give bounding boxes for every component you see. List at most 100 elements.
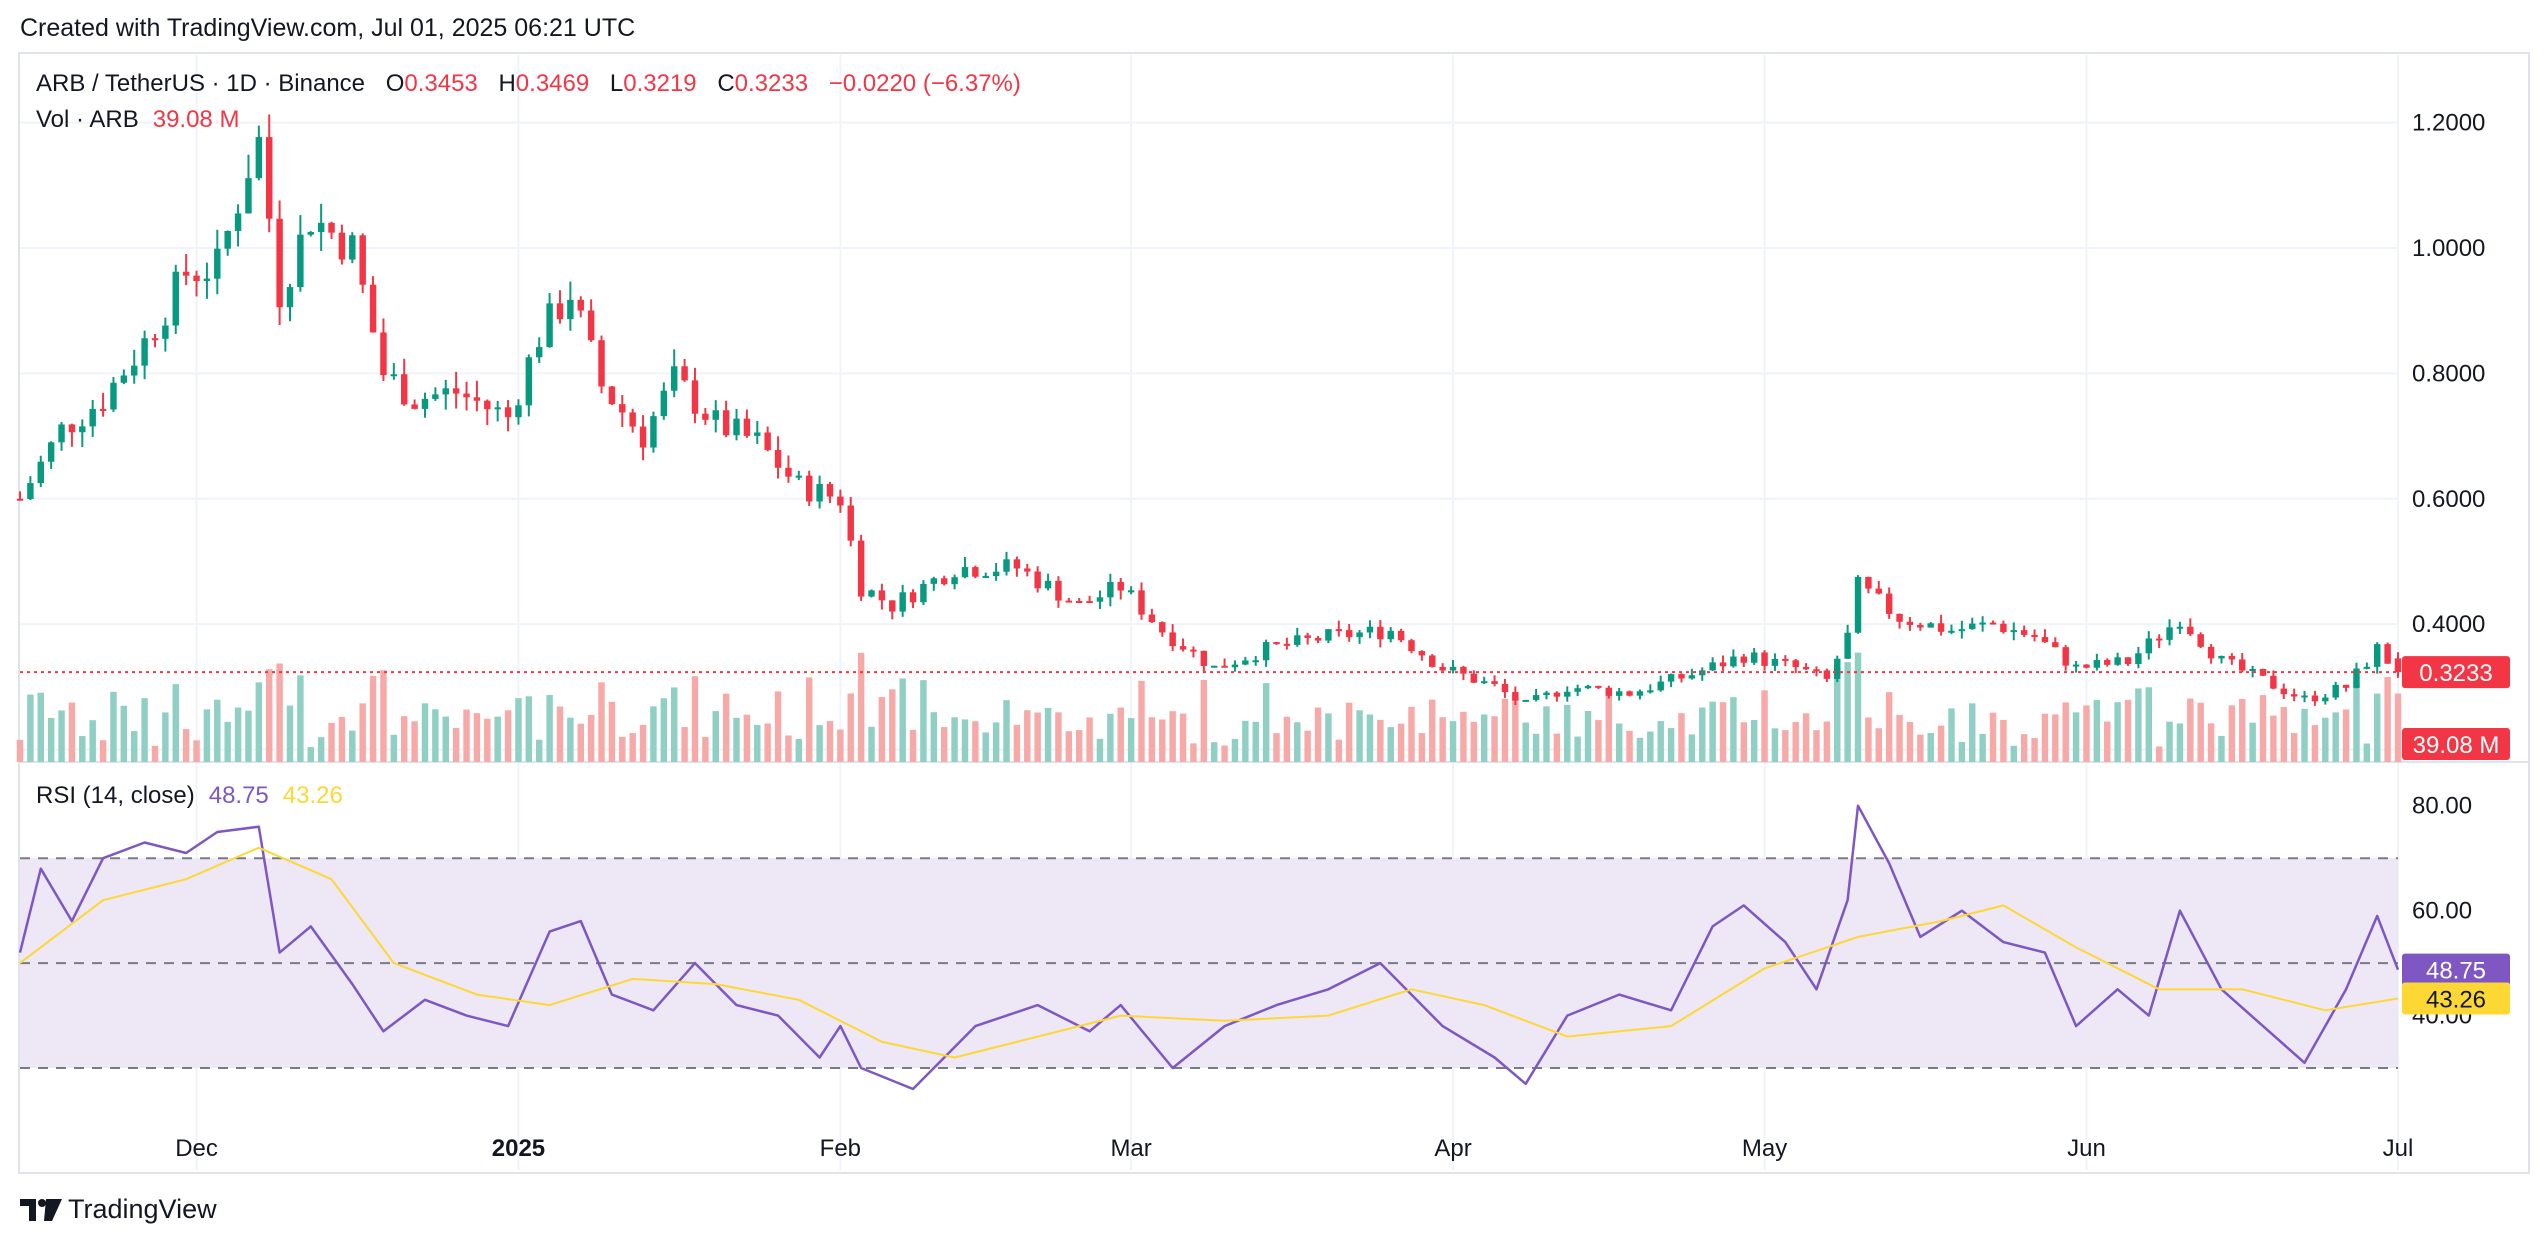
volume-bar [2239,698,2246,762]
candle-body [297,234,304,288]
volume-bar [1096,738,1104,762]
candle-body [525,357,533,406]
symbol-title[interactable]: ARB / TetherUS · 1D · Binance [36,70,366,97]
candle-body [1958,629,1966,632]
volume-bar [847,693,854,762]
volume-bar [1024,710,1031,762]
volume-bar [1418,733,1426,762]
volume-bar [328,722,335,762]
volume-bar [1688,734,1696,762]
volume-bar [1034,712,1041,762]
tradingview-brand[interactable]: TradingView [20,1194,217,1225]
candle-body [1564,691,1571,697]
candle-body [2311,695,2319,702]
candle-body [1169,632,1176,647]
candle-body [151,338,159,341]
volume-bar [2135,688,2142,762]
volume-bar [940,727,948,762]
candle-body [681,366,688,381]
candle-body [1979,622,1986,625]
volume-bar [411,721,418,762]
candle-body [1190,649,1197,652]
candle-body [1553,692,1561,697]
volume-bar [2052,714,2059,762]
volume-bar [567,717,574,762]
candle-body [307,231,314,235]
volume-bar [276,663,283,762]
volume-bar [785,735,792,762]
candle-body [1657,681,1664,691]
candle-body [1200,650,1208,666]
candle-body [2384,644,2391,664]
tradingview-logo-icon [20,1198,62,1221]
rsi-ma-value: 43.26 [282,782,343,809]
volume-bar [722,693,730,762]
candle-body [2332,684,2339,698]
candle-body [58,424,65,443]
price-axis-tick: 0.6000 [2412,486,2485,513]
volume-bar [2072,712,2080,762]
candle-body [224,230,231,249]
volume-bar [2155,746,2163,762]
time-axis-tick: Jun [2067,1135,2106,1162]
volume-bar [1065,731,1073,762]
candle-body [2228,655,2236,660]
candle-body [1574,688,1581,692]
candle-body [2207,646,2215,659]
rsi-legend[interactable]: RSI (14, close) 48.75 43.26 [36,782,343,810]
candle-body [89,408,96,427]
volume-bar [203,709,211,762]
candle-body [266,137,273,219]
volume-bar [1252,721,1259,762]
candle-body [1906,621,1914,625]
volume-bar [1242,720,1249,762]
volume-bar [702,737,709,762]
candle-body [2176,626,2184,629]
volume-label: Vol · ARB [36,106,139,133]
candle-body [546,303,553,348]
volume-bar [2270,715,2277,762]
candle-body [2145,638,2152,654]
volume-bar [2041,713,2049,762]
volume-bar [525,696,533,762]
candle-body [1615,691,1623,696]
candle-body [982,576,989,579]
volume-bar [1647,731,1654,762]
candle-body [1117,581,1124,591]
candle-body [660,390,668,417]
candle-body [2280,688,2287,695]
candle-body [535,347,543,358]
chart-caption: Created with TradingView.com, Jul 01, 20… [20,14,636,42]
candle-body [1854,576,1862,633]
volume-bar [79,736,86,762]
ohlc-legend[interactable]: ARB / TetherUS · 1D · Binance O0.3453 H0… [36,70,1021,98]
volume-bar [1678,713,1685,762]
candle-body [1335,629,1343,632]
low-value: 0.3219 [623,70,697,97]
volume-bar [2207,723,2215,762]
volume-legend[interactable]: Vol · ARB 39.08 M [36,106,239,134]
price-badge-bg [2402,656,2510,689]
candle-body [2394,658,2402,673]
volume-value: 39.08 M [152,106,240,133]
brand-name: TradingView [68,1194,217,1224]
rsi-axis-tick: 60.00 [2412,898,2472,925]
candle-body [2197,634,2204,647]
candle-body [619,404,626,413]
candle-body [1387,630,1394,640]
volume-bar [266,669,273,762]
volume-bar [1003,700,1010,762]
volume-bar [795,738,803,762]
volume-bar [2353,683,2360,762]
volume-badge: 39.08 M [2413,732,2500,759]
volume-bar [1480,714,1488,762]
candle-body [930,578,938,584]
candle-body [2353,668,2360,688]
volume-bar [245,710,252,762]
candle-body [1761,652,1768,666]
volume-bar [2197,702,2204,762]
candle-body [785,467,792,477]
volume-bar [1283,716,1291,762]
volume-bar [1522,722,1529,762]
